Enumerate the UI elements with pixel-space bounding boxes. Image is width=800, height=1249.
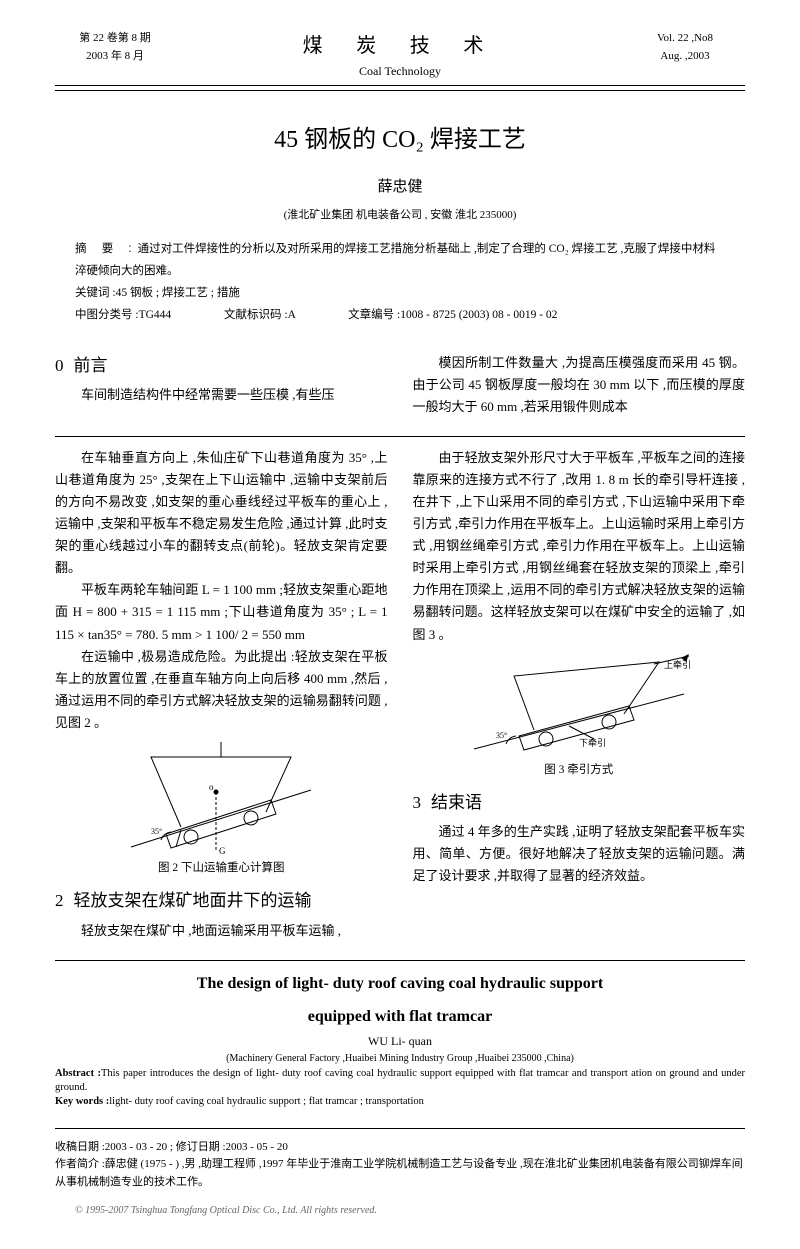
mid-left-p3: 在运输中 ,极易造成危险。为此提出 :轻放支架在平板车上的放置位置 ,在垂直车轴…	[55, 646, 388, 734]
article-id: 1008 - 8725 (2003) 08 - 0019 - 02	[400, 309, 557, 321]
volume-en: Vol. 22 ,No8	[625, 30, 745, 48]
svg-text:上牵引: 上牵引	[664, 660, 691, 670]
article-title: 45 钢板的 CO₂ 焊接工艺	[55, 121, 745, 159]
section-3-num: 3	[413, 793, 422, 812]
footer-info: 收稿日期 :2003 - 03 - 20 ; 修订日期 :2003 - 05 -…	[55, 1139, 745, 1192]
en-kw-text: light- duty roof caving coal hydraulic s…	[109, 1096, 424, 1107]
en-abs-label: Abstract :	[55, 1068, 101, 1079]
section-2-heading: 2 轻放支架在煤矿地面井下的运输	[55, 887, 388, 914]
en-kw-label: Key words :	[55, 1096, 109, 1107]
abstract-text: 通过对工件焊接性的分析以及对所采用的焊接工艺措施分析基础上 ,制定了合理的 CO…	[75, 243, 715, 277]
section-0-title: 前言	[74, 356, 108, 375]
keywords: 45 钢板 ; 焊接工艺 ; 措施	[116, 287, 240, 299]
svg-text:35°: 35°	[151, 827, 162, 836]
figure-2: o G 35° 图 2 下山运输重心计算图	[55, 742, 388, 877]
english-abstract: Abstract :This paper introduces the desi…	[55, 1067, 745, 1095]
section-2-num: 2	[55, 891, 64, 910]
english-affiliation: (Machinery General Factory ,Huaibei Mini…	[55, 1051, 745, 1067]
keywords-label: 关键词 :	[75, 287, 116, 299]
svg-text:G: G	[219, 846, 226, 856]
header-center: 煤 炭 技 术 Coal Technology	[175, 30, 625, 81]
affiliation: (淮北矿业集团 机电装备公司 , 安徽 淮北 235000)	[55, 207, 745, 225]
section-0-right: 模因所制工件数量大 ,为提高压模强度而采用 45 钢。由于公司 45 钢板厚度一…	[413, 352, 746, 418]
copyright: © 1995-2007 Tsinghua Tongfang Optical Di…	[55, 1203, 745, 1219]
divider-3	[55, 1128, 745, 1129]
clc-label: 中图分类号 :	[75, 309, 139, 321]
section-2-title: 轻放支架在煤矿地面井下的运输	[74, 891, 312, 910]
abstract-block: 摘 要 :通过对工件焊接性的分析以及对所采用的焊接工艺措施分析基础上 ,制定了合…	[75, 239, 725, 326]
abstract-label: 摘 要 :	[75, 243, 138, 255]
header-right: Vol. 22 ,No8 Aug. ,2003	[625, 30, 745, 65]
article-id-label: 文章编号 :	[348, 309, 400, 321]
divider-2	[55, 960, 745, 961]
section-3-heading: 3 结束语	[413, 789, 746, 816]
figure-3: 上牵引 下牵引 35° 图 3 牵引方式	[413, 654, 746, 779]
section-3-p1: 通过 4 年多的生产实践 ,证明了轻放支架配套平板车实用、简单、方便。很好地解决…	[413, 821, 746, 887]
clc: TG444	[139, 309, 172, 321]
main-columns: 在车轴垂直方向上 ,朱仙庄矿下山巷道角度为 35° ,上山巷道角度为 25° ,…	[55, 447, 745, 942]
english-keywords: Key words :light- duty roof caving coal …	[55, 1095, 745, 1109]
section-0-num: 0	[55, 356, 64, 375]
section-0-p1: 车间制造结构件中经常需要一些压模 ,有些压	[55, 384, 388, 406]
section-0-heading: 0 前言	[55, 352, 388, 379]
header-left: 第 22 卷第 8 期 2003 年 8 月	[55, 30, 175, 65]
fig3-caption: 图 3 牵引方式	[413, 761, 746, 779]
received-dates: 收稿日期 :2003 - 03 - 20 ; 修订日期 :2003 - 05 -…	[55, 1139, 745, 1157]
mid-left-p1: 在车轴垂直方向上 ,朱仙庄矿下山巷道角度为 35° ,上山巷道角度为 25° ,…	[55, 447, 388, 580]
volume-issue: 第 22 卷第 8 期	[55, 30, 175, 48]
author-name: 薛忠健	[55, 175, 745, 199]
en-abs-text: This paper introduces the design of ligh…	[55, 1068, 745, 1093]
section-3-title: 结束语	[431, 793, 482, 812]
divider-1	[55, 436, 745, 437]
date-en: Aug. ,2003	[625, 48, 745, 66]
english-author: WU Li- quan	[55, 1032, 745, 1051]
english-title-2: equipped with flat tramcar	[55, 1004, 745, 1030]
section-2-p1: 轻放支架在煤矿中 ,地面运输采用平板车运输 ,	[55, 920, 388, 942]
english-title-1: The design of light- duty roof caving co…	[55, 971, 745, 997]
doc-code-label: 文献标识码 :	[224, 309, 288, 321]
journal-name-en: Coal Technology	[175, 62, 625, 81]
intro-columns: 0 前言 车间制造结构件中经常需要一些压模 ,有些压 模因所制工件数量大 ,为提高…	[55, 342, 745, 418]
svg-text:下牵引: 下牵引	[579, 738, 606, 748]
mid-right-p1: 由于轻放支架外形尺寸大于平板车 ,平板车之间的连接靠原来的连接方式不行了 ,改用…	[413, 447, 746, 646]
svg-text:o: o	[209, 782, 214, 792]
author-bio: 作者简介 :薛忠健 (1975 - ) ,男 ,助理工程师 ,1997 年毕业于…	[55, 1156, 745, 1191]
date-cn: 2003 年 8 月	[55, 48, 175, 66]
svg-text:35°: 35°	[496, 731, 507, 740]
fig2-caption: 图 2 下山运输重心计算图	[55, 859, 388, 877]
mid-left-p2: 平板车两轮车轴间距 L = 1 100 mm ;轻放支架重心距地面 H = 80…	[55, 579, 388, 645]
journal-name-cn: 煤 炭 技 术	[175, 30, 625, 62]
doc-code: A	[288, 309, 296, 321]
